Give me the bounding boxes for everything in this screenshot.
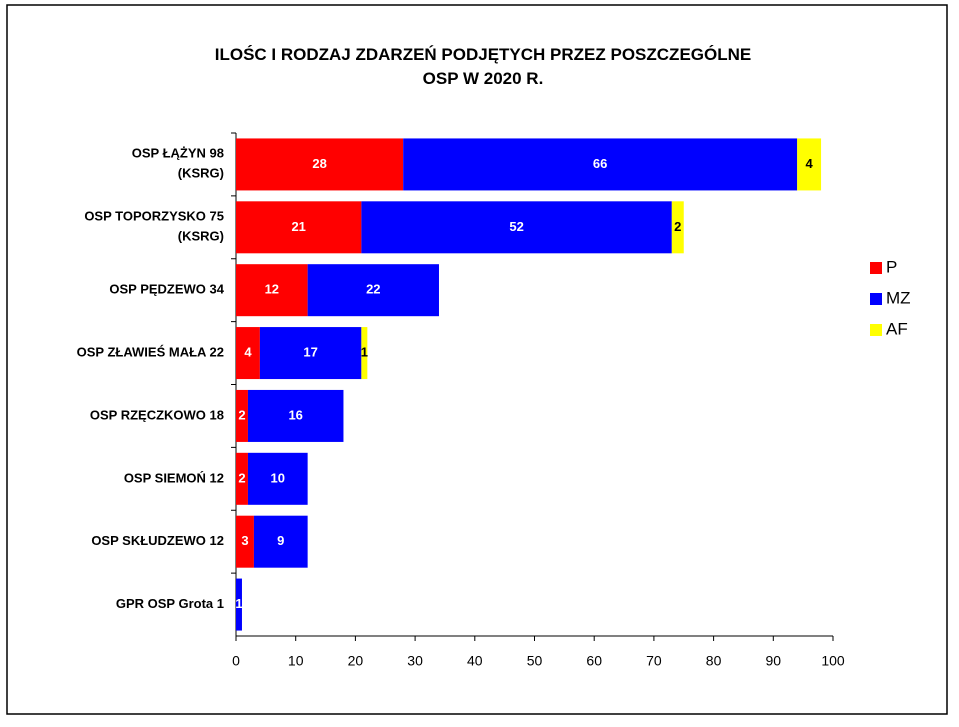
bar-segment — [236, 389, 248, 442]
data-label: 10 — [271, 470, 285, 485]
y-tick-label: OSP RZĘCZKOWO 18 — [90, 407, 224, 422]
y-tick-label: GPR OSP Grota 1 — [116, 596, 224, 611]
bar-segment — [247, 452, 308, 505]
data-label: 66 — [593, 156, 607, 171]
chart-title: ILOŚC I RODZAJ ZDARZEŃ PODJĘTYCH PRZEZ P… — [215, 45, 751, 88]
x-tick-label: 40 — [467, 653, 483, 669]
bar-segment — [253, 515, 308, 568]
data-label: 16 — [288, 407, 302, 422]
data-label: 9 — [277, 533, 284, 548]
bar-segment — [236, 201, 362, 254]
data-label: 12 — [265, 282, 279, 297]
bar-segment — [797, 138, 822, 191]
bar-segment — [361, 201, 672, 254]
data-label: 21 — [291, 219, 305, 234]
legend-label: MZ — [886, 288, 911, 307]
bar-segment — [247, 389, 344, 442]
x-tick-label: 100 — [821, 653, 845, 669]
data-label: 52 — [509, 219, 523, 234]
bar-segment — [236, 327, 260, 380]
legend-swatch — [870, 262, 882, 274]
x-tick-label: 10 — [288, 653, 304, 669]
data-label: 4 — [806, 156, 814, 171]
data-label: 17 — [303, 345, 317, 360]
bar-segment — [236, 515, 254, 568]
legend-swatch — [870, 324, 882, 336]
x-tick-label: 50 — [527, 653, 543, 669]
data-label: 1 — [361, 345, 368, 360]
data-label: 2 — [238, 470, 245, 485]
bar-segment — [236, 264, 308, 317]
legend-label: P — [886, 257, 897, 276]
x-tick-label: 70 — [646, 653, 662, 669]
y-tick-label: OSP SIEMOŃ 12 — [124, 470, 224, 485]
y-tick-label: OSP TOPORZYSKO 75 (KSRG) — [84, 209, 224, 244]
x-tick-label: 20 — [348, 653, 364, 669]
frame — [6, 4, 948, 715]
data-label: 2 — [238, 407, 245, 422]
y-tick-label: OSP ŁĄŻYN 98 (KSRG) — [132, 146, 224, 181]
bar-segment — [236, 578, 242, 631]
data-label: 28 — [312, 156, 326, 171]
x-tick-label: 0 — [232, 653, 240, 669]
data-label: 3 — [241, 533, 248, 548]
bar-segment — [361, 327, 368, 380]
y-tick-label: OSP PĘDZEWO 34 — [109, 282, 224, 297]
x-tick-label: 90 — [766, 653, 782, 669]
data-label: 2 — [674, 219, 681, 234]
data-label: 1 — [235, 596, 242, 611]
x-tick-label: 80 — [706, 653, 722, 669]
bar-segment — [236, 452, 248, 505]
legend-label: AF — [886, 319, 908, 338]
bar-segment — [236, 138, 404, 191]
legend-swatch — [870, 293, 882, 305]
bar-segment — [403, 138, 798, 191]
data-label: 4 — [244, 345, 252, 360]
bar-segment — [307, 264, 439, 317]
y-tick-label: OSP ZŁAWIEŚ MAŁA 22 — [77, 345, 224, 360]
bar-segment — [671, 201, 684, 254]
bar-segment — [259, 327, 362, 380]
data-label: 22 — [366, 282, 380, 297]
x-tick-label: 60 — [586, 653, 602, 669]
y-tick-label: OSP SKŁUDZEWO 12 — [91, 533, 224, 548]
x-tick-label: 30 — [407, 653, 423, 669]
